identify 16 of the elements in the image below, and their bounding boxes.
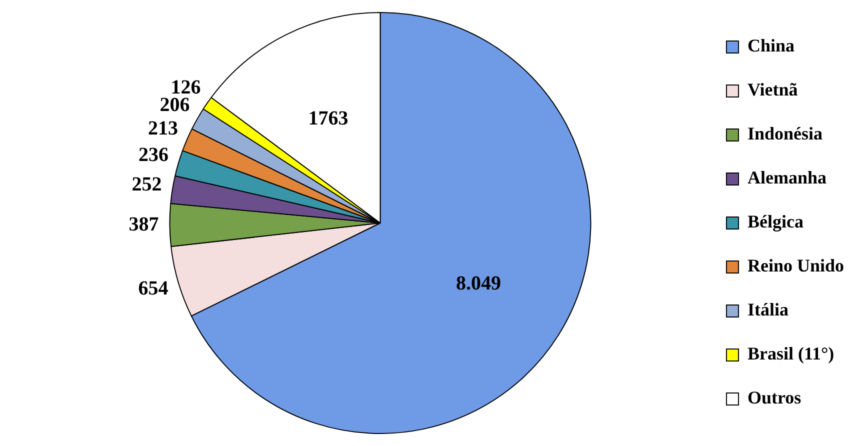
- data-label: 252: [132, 174, 162, 196]
- data-label: 387: [128, 213, 159, 236]
- legend-label: Alemanha: [747, 168, 826, 188]
- data-label: 213: [148, 118, 178, 140]
- legend-label: Bélgica: [747, 212, 804, 232]
- legend-label: Indonésia: [747, 124, 823, 144]
- data-label: 8.049: [456, 272, 502, 294]
- legend-label: Itália: [747, 300, 788, 320]
- legend-label: Vietnã: [747, 80, 798, 100]
- data-label: 654: [138, 278, 168, 300]
- legend-label: China: [747, 36, 795, 56]
- legend-label: Outros: [747, 388, 802, 408]
- data-label: 1763: [308, 108, 348, 130]
- legend-label: Brasil (11°): [747, 344, 834, 364]
- data-label: 236: [138, 144, 169, 166]
- legend-label: Reino Unido: [747, 256, 844, 276]
